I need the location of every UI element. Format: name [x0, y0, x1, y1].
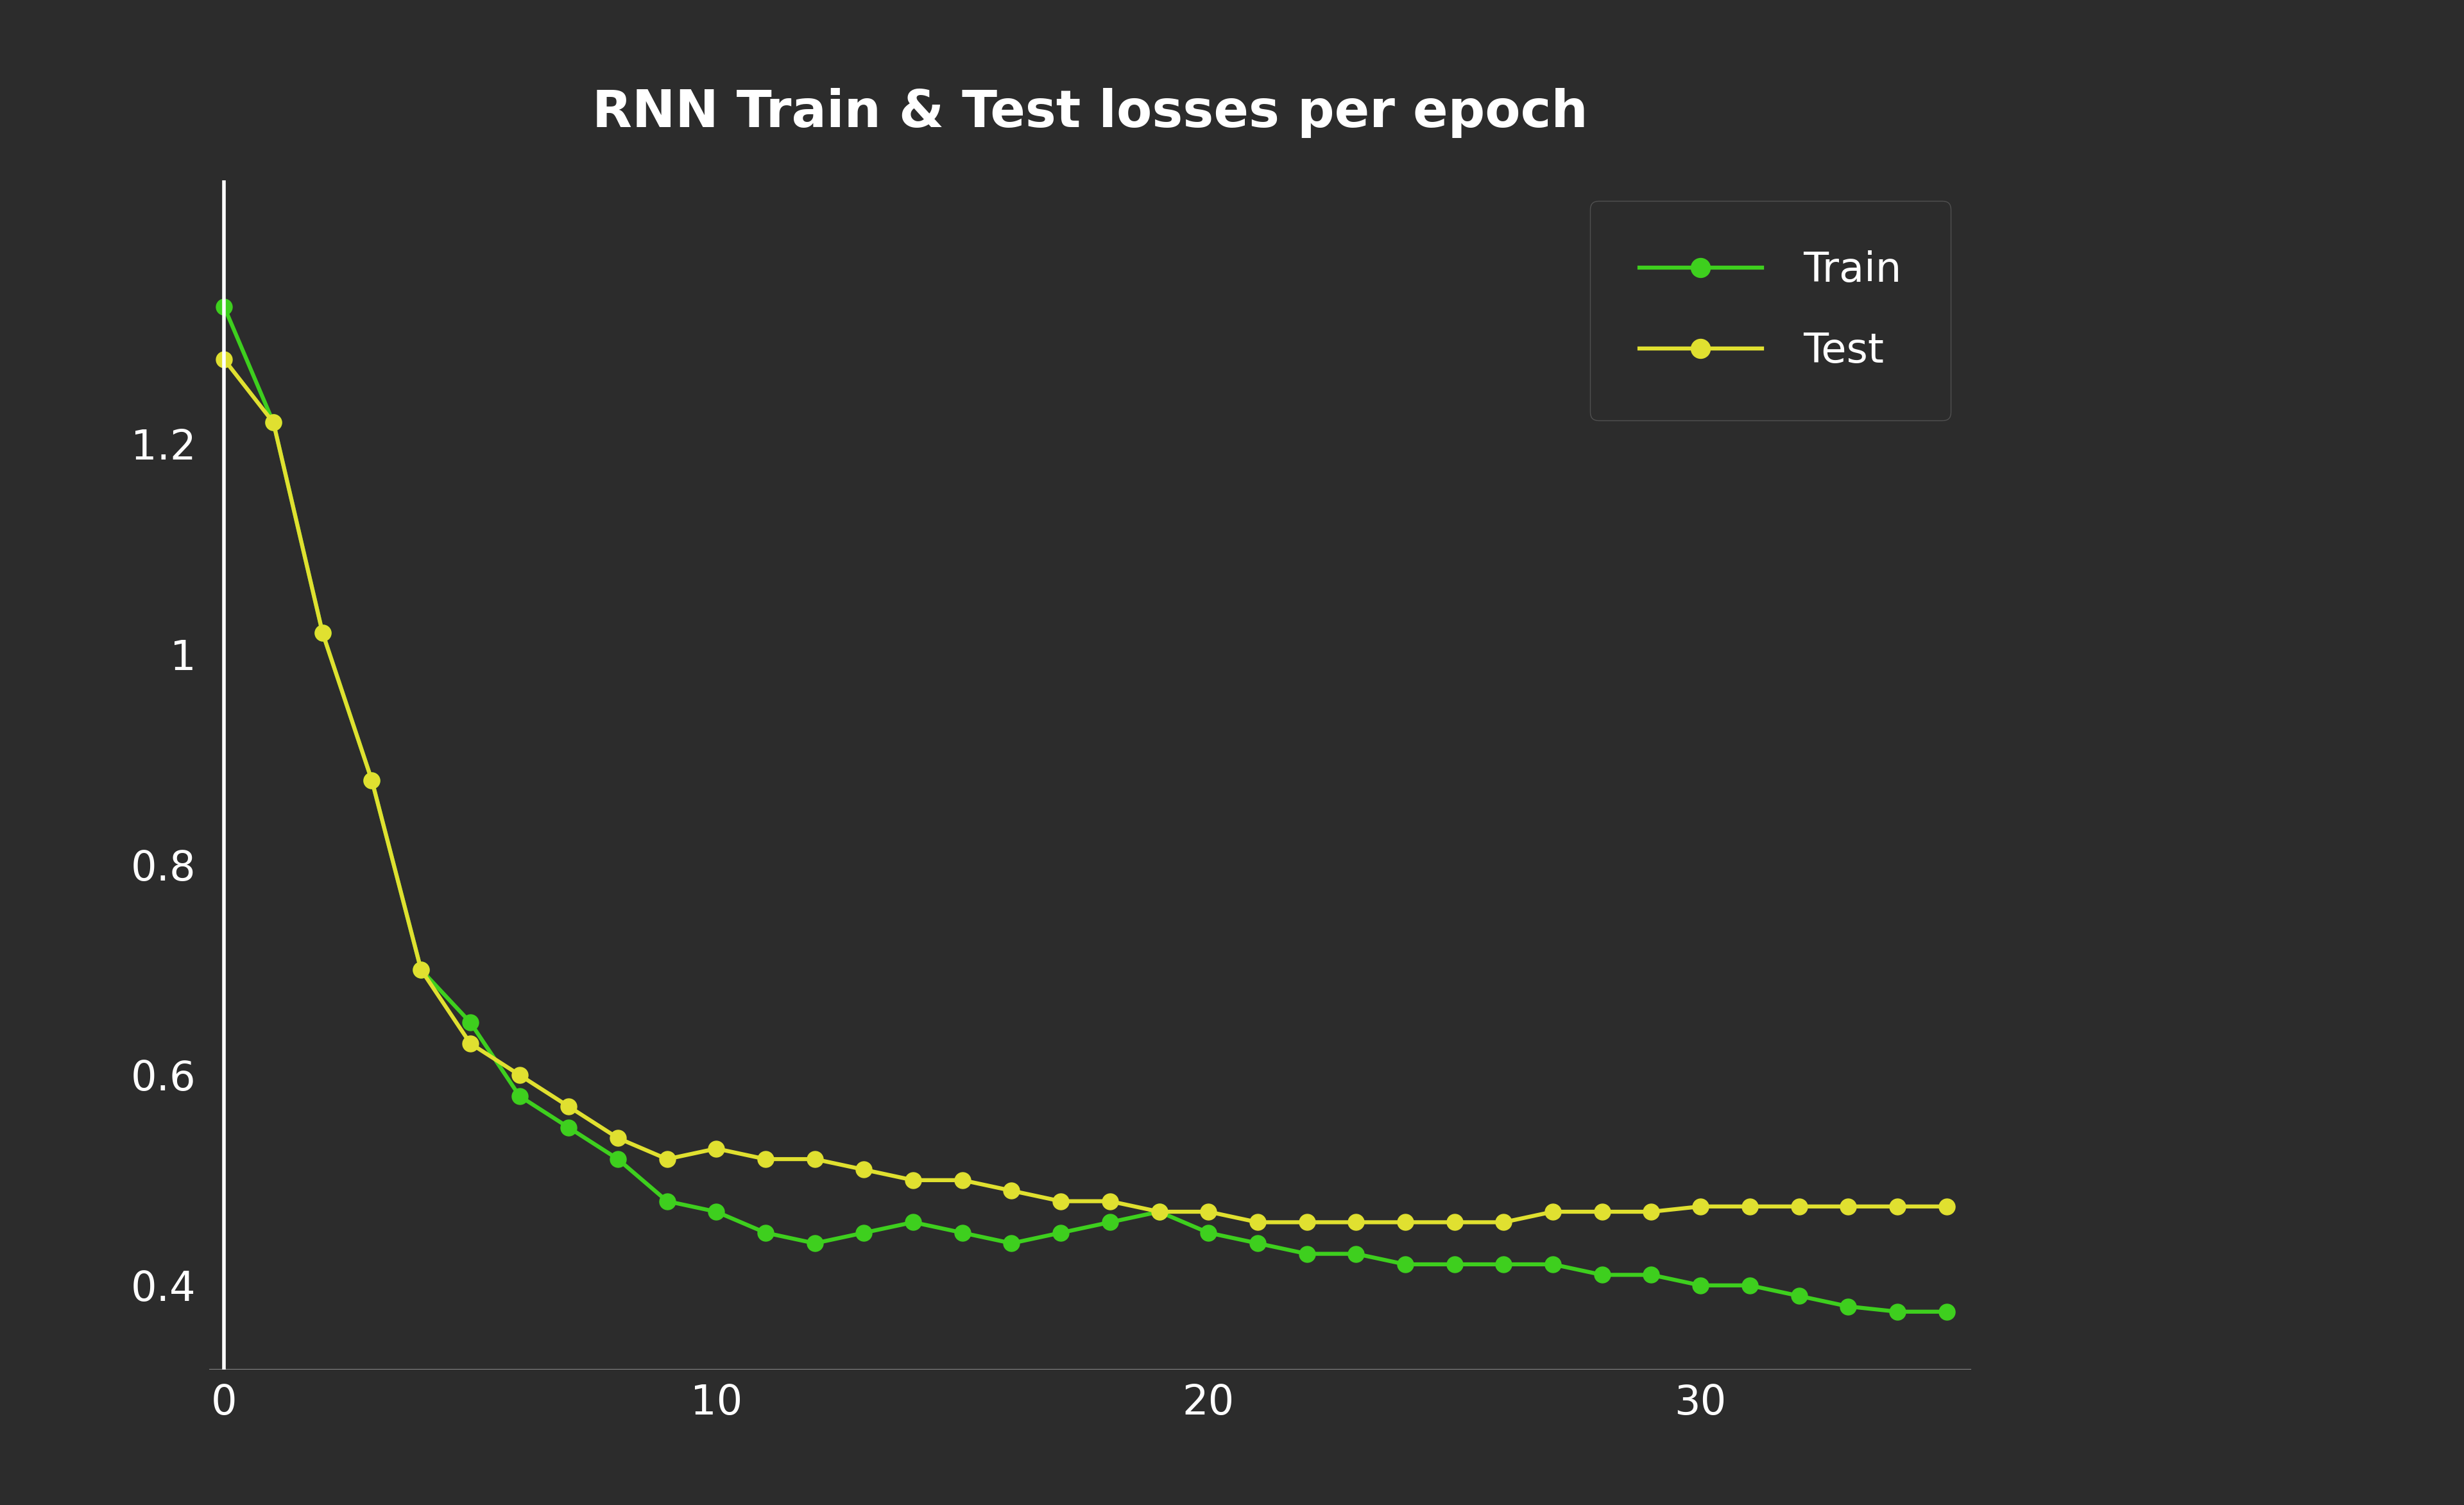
Line: Test: Test	[217, 352, 1954, 1230]
Test	[505, 1066, 535, 1084]
Test	[456, 1034, 485, 1052]
Test	[1882, 1198, 1912, 1216]
Test	[1242, 1213, 1271, 1231]
Train	[801, 1234, 830, 1252]
Train	[1439, 1255, 1469, 1273]
Train	[1587, 1266, 1616, 1284]
Test	[1636, 1202, 1666, 1221]
Train	[1390, 1255, 1419, 1273]
Test	[1488, 1213, 1518, 1231]
Train	[1340, 1245, 1370, 1263]
Test	[357, 771, 387, 789]
Train	[357, 771, 387, 789]
Train	[1932, 1303, 1961, 1321]
Test	[604, 1129, 633, 1147]
Train	[998, 1234, 1027, 1252]
Test	[949, 1171, 978, 1189]
Test	[308, 625, 338, 643]
Test	[1291, 1213, 1321, 1231]
Test	[554, 1097, 584, 1115]
Train	[1193, 1224, 1222, 1242]
Test	[702, 1139, 732, 1157]
Train	[1784, 1287, 1814, 1305]
Title: RNN Train & Test losses per epoch: RNN Train & Test losses per epoch	[591, 87, 1589, 138]
Test	[1784, 1198, 1814, 1216]
Test	[209, 351, 239, 369]
Test	[1047, 1192, 1077, 1210]
Train	[850, 1224, 880, 1242]
Train	[1242, 1234, 1271, 1252]
Train	[1735, 1276, 1764, 1294]
Test	[752, 1150, 781, 1168]
Train	[407, 960, 436, 978]
Test	[259, 414, 288, 432]
Test	[1735, 1198, 1764, 1216]
Train	[949, 1224, 978, 1242]
Train	[554, 1118, 584, 1136]
Test	[1340, 1213, 1370, 1231]
Legend: Train, Test: Train, Test	[1589, 202, 1951, 420]
Train	[752, 1224, 781, 1242]
Train	[653, 1192, 683, 1210]
Test	[653, 1150, 683, 1168]
Train	[505, 1087, 535, 1105]
Train	[456, 1013, 485, 1031]
Train	[702, 1202, 732, 1221]
Train	[308, 625, 338, 643]
Test	[998, 1181, 1027, 1199]
Train	[1488, 1255, 1518, 1273]
Train	[1291, 1245, 1321, 1263]
Train	[1636, 1266, 1666, 1284]
Test	[1833, 1198, 1863, 1216]
Test	[1538, 1202, 1567, 1221]
Test	[1143, 1202, 1173, 1221]
Train	[1047, 1224, 1077, 1242]
Test	[1193, 1202, 1222, 1221]
Train	[1538, 1255, 1567, 1273]
Train	[1833, 1297, 1863, 1315]
Test	[1439, 1213, 1469, 1231]
Test	[1932, 1198, 1961, 1216]
Train	[1685, 1276, 1715, 1294]
Train	[899, 1213, 929, 1231]
Train	[209, 298, 239, 316]
Train	[1094, 1213, 1124, 1231]
Test	[899, 1171, 929, 1189]
Test	[1587, 1202, 1616, 1221]
Test	[850, 1160, 880, 1178]
Train	[604, 1150, 633, 1168]
Test	[407, 960, 436, 978]
Test	[1094, 1192, 1124, 1210]
Train	[1143, 1202, 1173, 1221]
Test	[1685, 1198, 1715, 1216]
Line: Train: Train	[217, 299, 1954, 1320]
Test	[1390, 1213, 1419, 1231]
Train	[259, 414, 288, 432]
Train	[1882, 1303, 1912, 1321]
Test	[801, 1150, 830, 1168]
